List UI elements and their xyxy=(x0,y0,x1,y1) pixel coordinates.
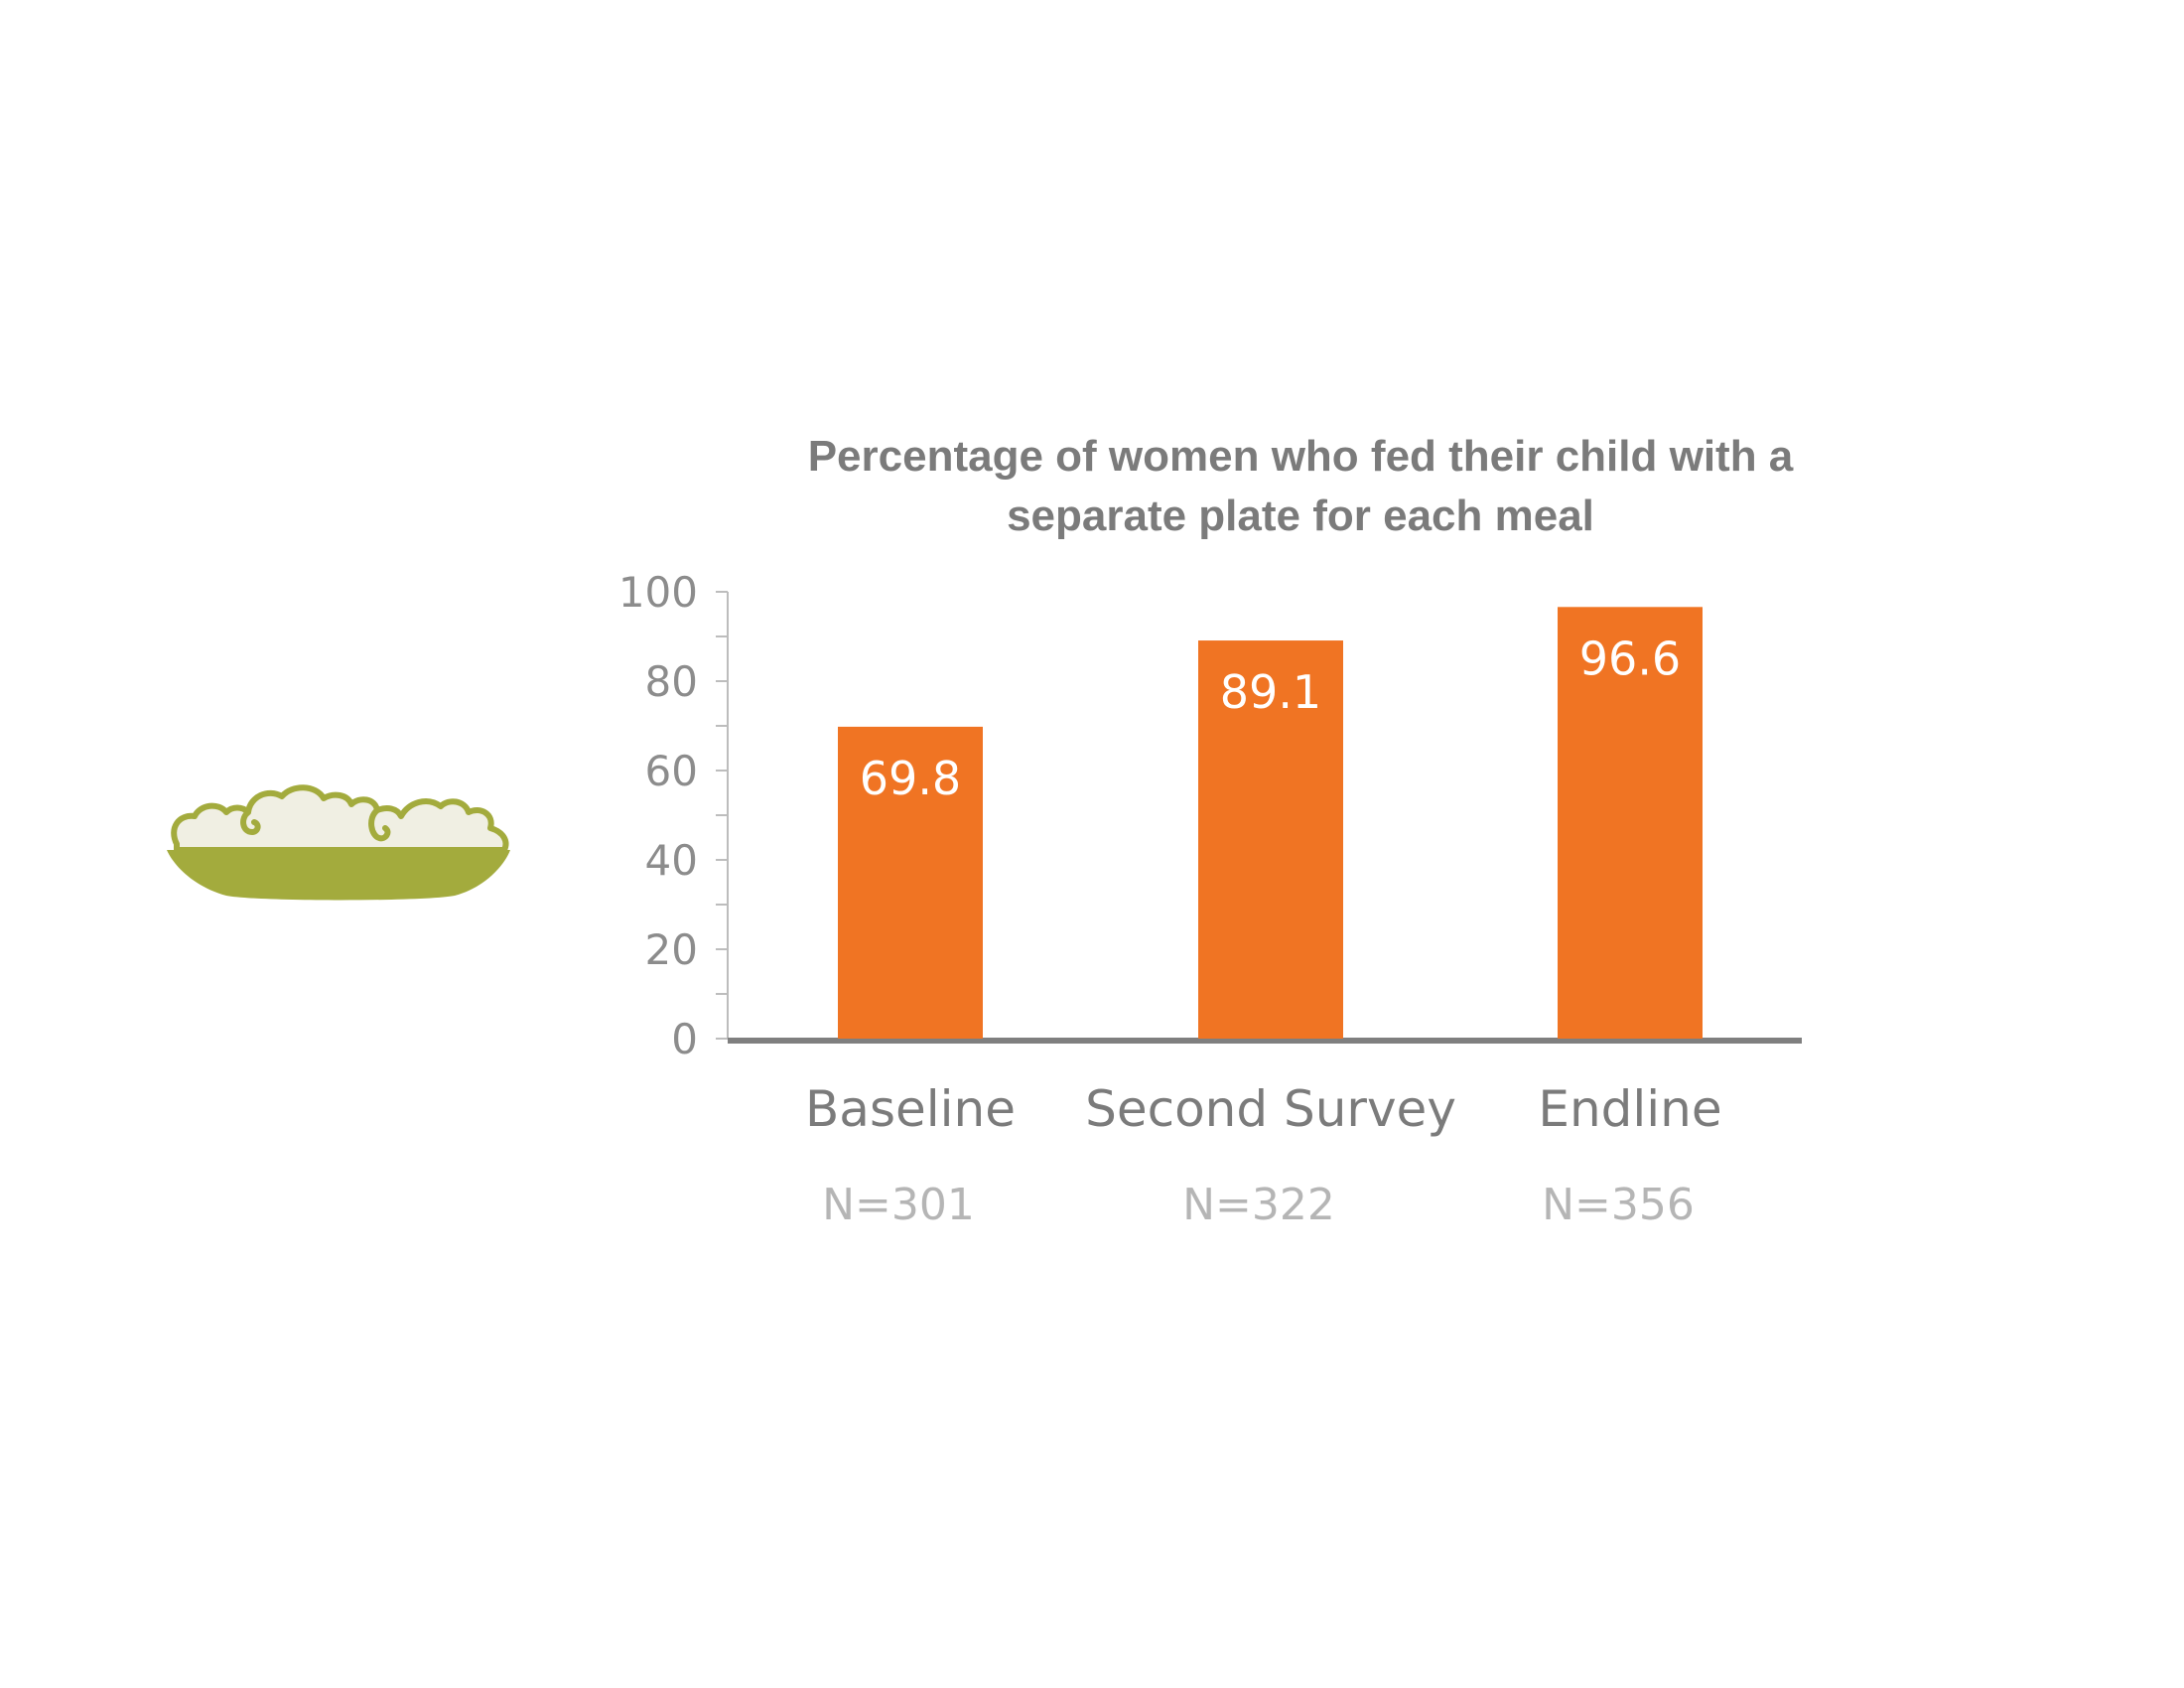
data-label: 89.1 xyxy=(1220,665,1321,719)
y-tick-label: 0 xyxy=(671,1015,698,1063)
y-tick-label: 60 xyxy=(645,747,698,795)
bowl-curl-2-icon xyxy=(368,807,391,842)
sample-size-label: N=322 xyxy=(1182,1180,1335,1230)
x-tick-label: Baseline xyxy=(805,1080,1016,1138)
chart-title-line-2: separate plate for each meal xyxy=(1007,492,1594,540)
bar-endline xyxy=(1558,607,1703,1039)
x-tick-label: Endline xyxy=(1538,1080,1721,1138)
bowl-curl-icon xyxy=(240,809,261,836)
bowl-food-icon xyxy=(171,784,509,853)
bowl-icon xyxy=(167,784,510,901)
sample-size-label: N=301 xyxy=(822,1180,975,1230)
sample-size-label: N=356 xyxy=(1542,1180,1695,1230)
data-label: 96.6 xyxy=(1579,632,1681,685)
y-tick-label: 20 xyxy=(645,925,698,974)
y-tick-label: 80 xyxy=(645,657,698,706)
y-axis: 0 20 40 60 80 100 xyxy=(618,568,1802,1063)
bar-baseline xyxy=(838,726,983,1039)
y-tick-label: 40 xyxy=(645,836,698,885)
bars: 69.8 89.1 96.6 xyxy=(838,607,1703,1039)
category-labels: Baseline N=301 Second Survey N=322 Endline N=… xyxy=(805,1080,1722,1230)
bar-second-survey xyxy=(1198,640,1343,1039)
y-tick-label: 100 xyxy=(618,568,698,617)
bowl-base-icon xyxy=(167,850,510,901)
chart-title-line-1: Percentage of women who fed their child … xyxy=(807,432,1794,481)
chart-title: Percentage of women who fed their child … xyxy=(774,427,1827,546)
x-tick-label: Second Survey xyxy=(1085,1080,1456,1138)
data-label: 69.8 xyxy=(860,752,961,805)
